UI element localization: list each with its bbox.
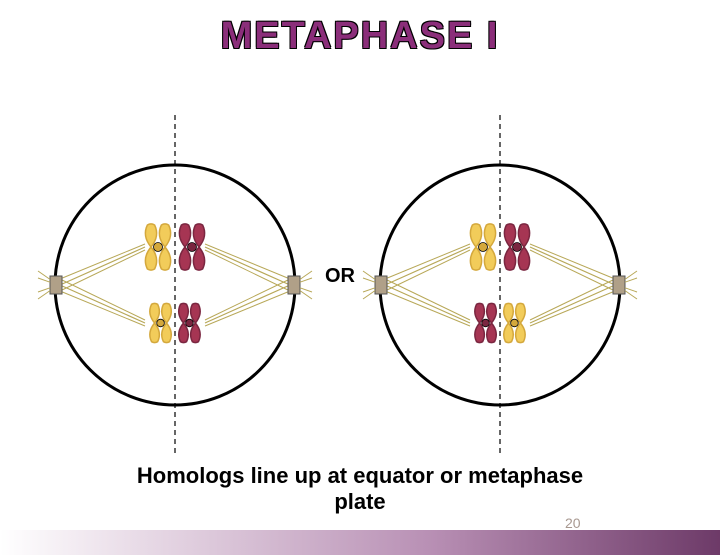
or-label: OR	[325, 265, 355, 288]
slide-title: METAPHASE I	[0, 15, 720, 58]
page-number: 20	[565, 515, 581, 531]
caption: Homologs line up at equator or metaphase…	[0, 463, 720, 515]
footer-gradient	[0, 530, 720, 555]
